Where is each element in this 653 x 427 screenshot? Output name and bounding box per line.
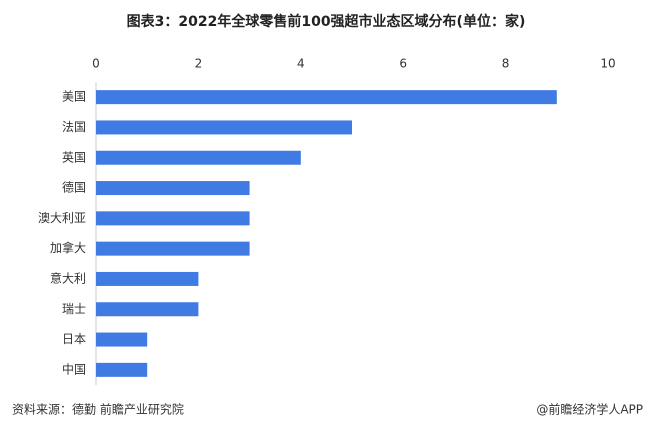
x-tick-label: 10 — [600, 57, 615, 71]
x-tick-label: 2 — [195, 57, 203, 71]
bar — [96, 211, 250, 226]
y-tick-label: 法国 — [62, 120, 86, 134]
chart-title: 图表3：2022年全球零售前100强超市业态区域分布(单位：家) — [127, 13, 526, 30]
bar — [96, 150, 301, 165]
y-tick-label: 意大利 — [50, 270, 86, 285]
bar — [96, 271, 199, 286]
x-tick-label: 6 — [399, 57, 407, 71]
bar — [96, 302, 199, 317]
x-tick-label: 8 — [502, 57, 510, 71]
y-tick-label: 德国 — [62, 180, 86, 195]
y-tick-label: 日本 — [62, 332, 86, 346]
y-tick-label: 美国 — [62, 90, 86, 104]
x-tick-label: 0 — [92, 57, 100, 71]
y-tick-label: 英国 — [62, 150, 86, 164]
y-tick-label: 澳大利亚 — [38, 211, 86, 225]
y-tick-label: 加拿大 — [50, 240, 86, 255]
bar — [96, 332, 148, 347]
source-note: 资料来源：德勤 前瞻产业研究院 — [12, 402, 184, 417]
x-tick-label: 4 — [297, 57, 305, 71]
bar — [96, 90, 557, 105]
credit: @前瞻经济学人APP — [536, 402, 643, 417]
bar — [96, 362, 148, 377]
y-tick-label: 中国 — [62, 361, 86, 376]
bar — [96, 241, 250, 256]
bar — [96, 181, 250, 196]
bar — [96, 120, 352, 135]
y-tick-label: 瑞士 — [62, 302, 86, 316]
